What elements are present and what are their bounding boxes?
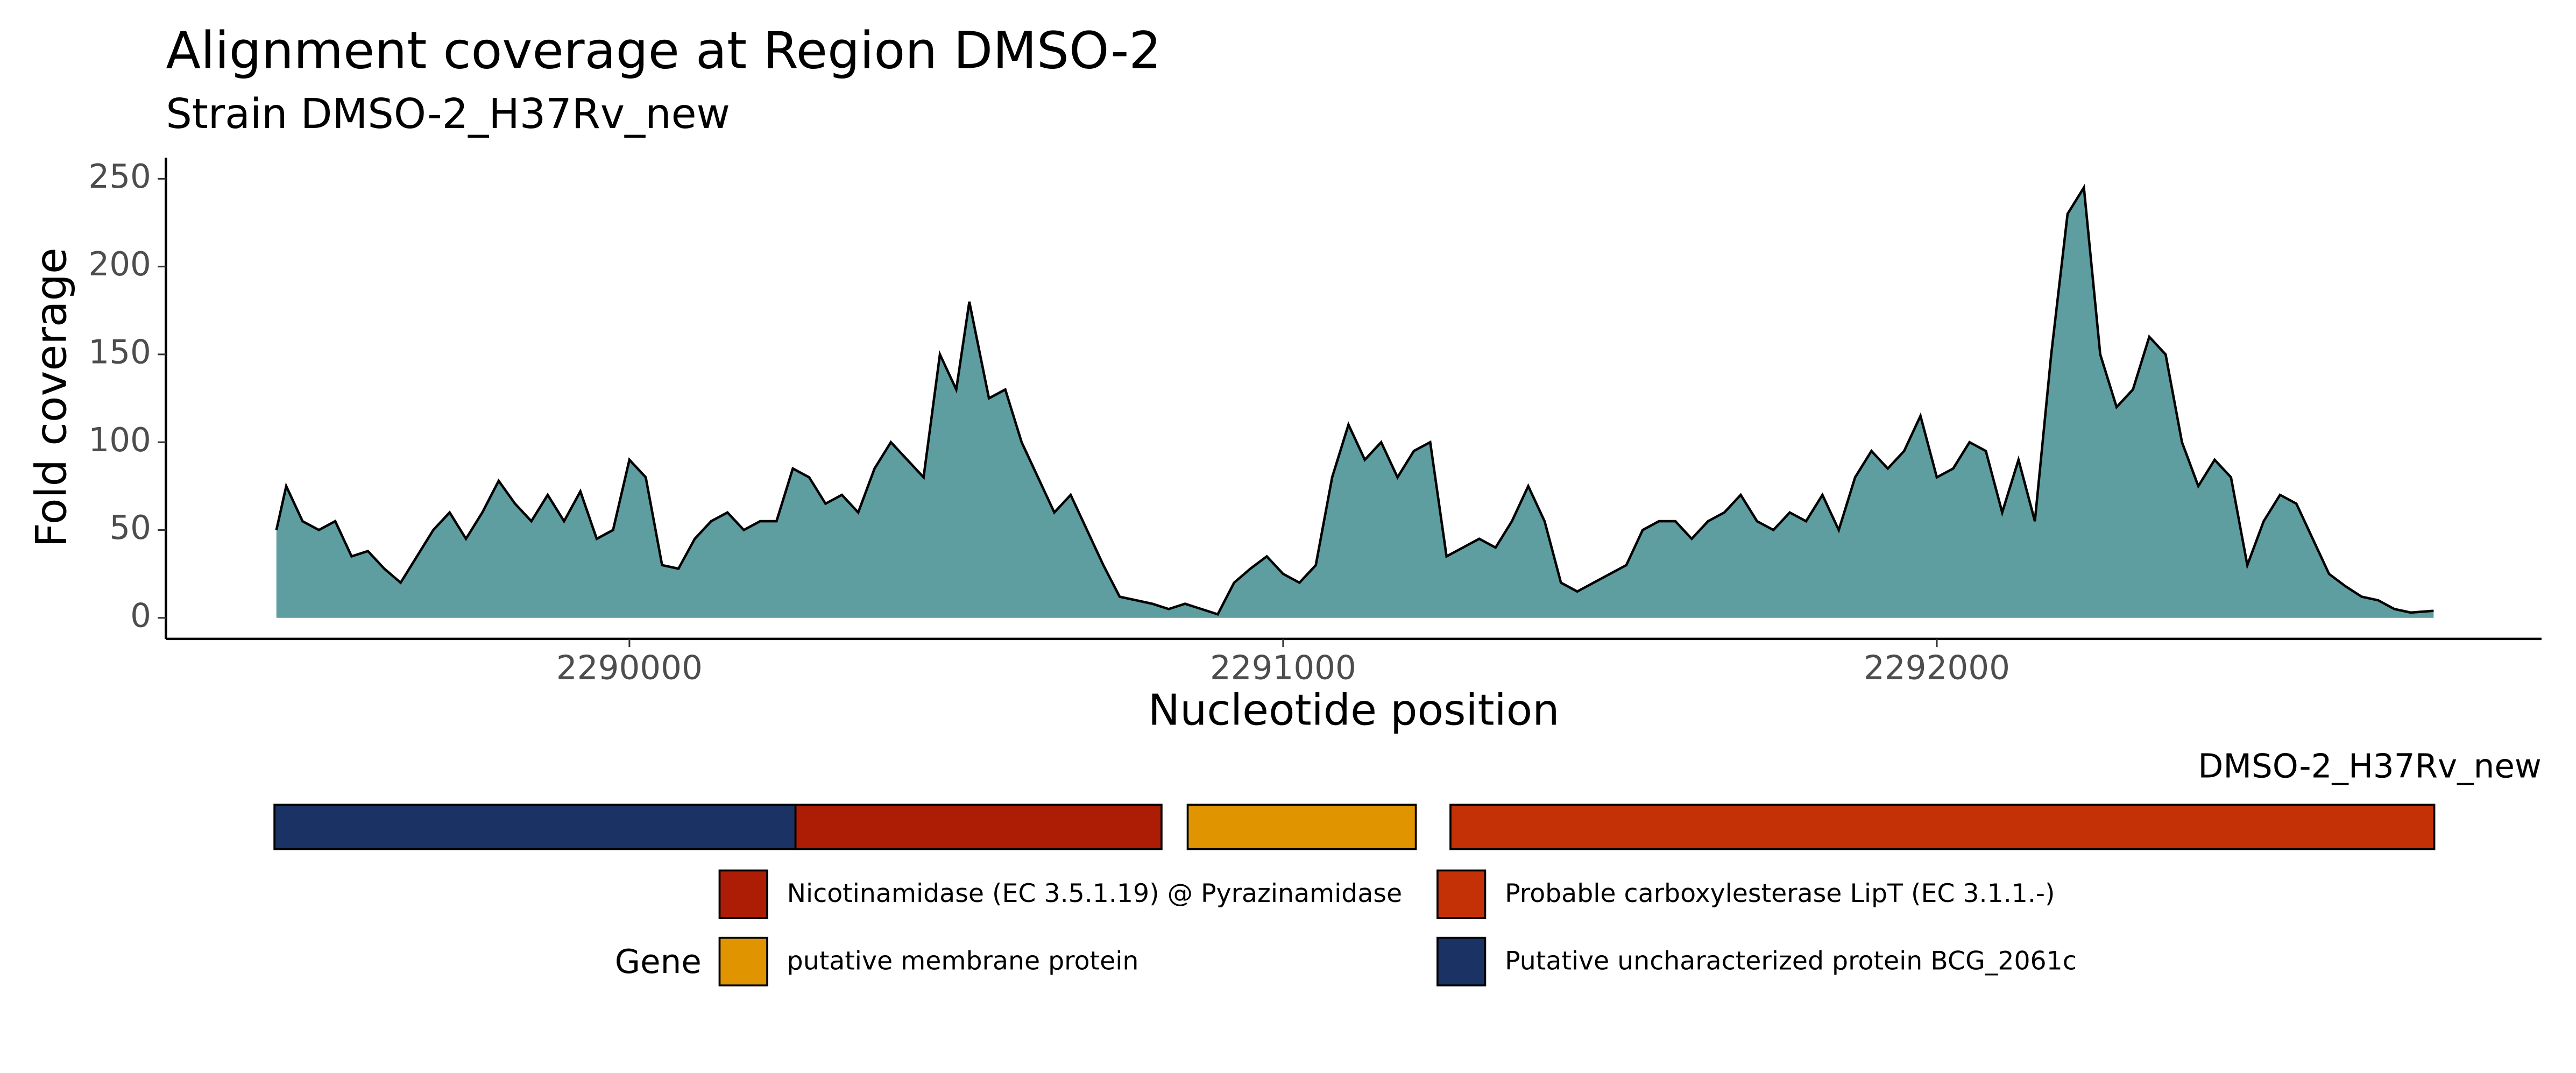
gene-bar	[1186, 804, 1417, 850]
x-axis-label: Nucleotide position	[1148, 685, 1560, 735]
x-tick-label: 2292000	[1864, 649, 2010, 687]
x-tick-label: 2290000	[556, 649, 703, 687]
track-label: DMSO-2_H37Rv_new	[2198, 748, 2542, 786]
legend-label: Nicotinamidase (EC 3.5.1.19) @ Pyrazinam…	[787, 879, 1402, 908]
legend-title: Gene	[615, 943, 702, 981]
y-tick-label: 100	[88, 421, 151, 459]
y-axis-label: Fold coverage	[26, 247, 76, 548]
coverage-area	[276, 187, 2434, 618]
chart-subtitle: Strain DMSO-2_H37Rv_new	[166, 90, 730, 138]
legend-key	[1436, 936, 1487, 987]
gene-bar	[273, 804, 797, 850]
legend-key	[718, 869, 768, 919]
legend-label: putative membrane protein	[787, 946, 1139, 976]
gene-bar	[794, 804, 1163, 850]
chart-title: Alignment coverage at Region DMSO-2	[166, 22, 1161, 81]
y-tick-label: 0	[130, 596, 151, 635]
legend-key	[1436, 869, 1487, 919]
legend-label: Putative uncharacterized protein BCG_206…	[1505, 946, 2077, 976]
x-tick-label: 2291000	[1210, 649, 1356, 687]
y-tick-label: 250	[88, 158, 151, 196]
legend-label: Probable carboxylesterase LipT (EC 3.1.1…	[1505, 879, 2055, 908]
y-tick-label: 50	[109, 509, 151, 547]
y-tick-label: 200	[88, 245, 151, 283]
coverage-line	[275, 183, 2434, 616]
y-tick-label: 150	[88, 333, 151, 372]
legend-key	[718, 936, 768, 987]
gene-bar	[1449, 804, 2436, 850]
